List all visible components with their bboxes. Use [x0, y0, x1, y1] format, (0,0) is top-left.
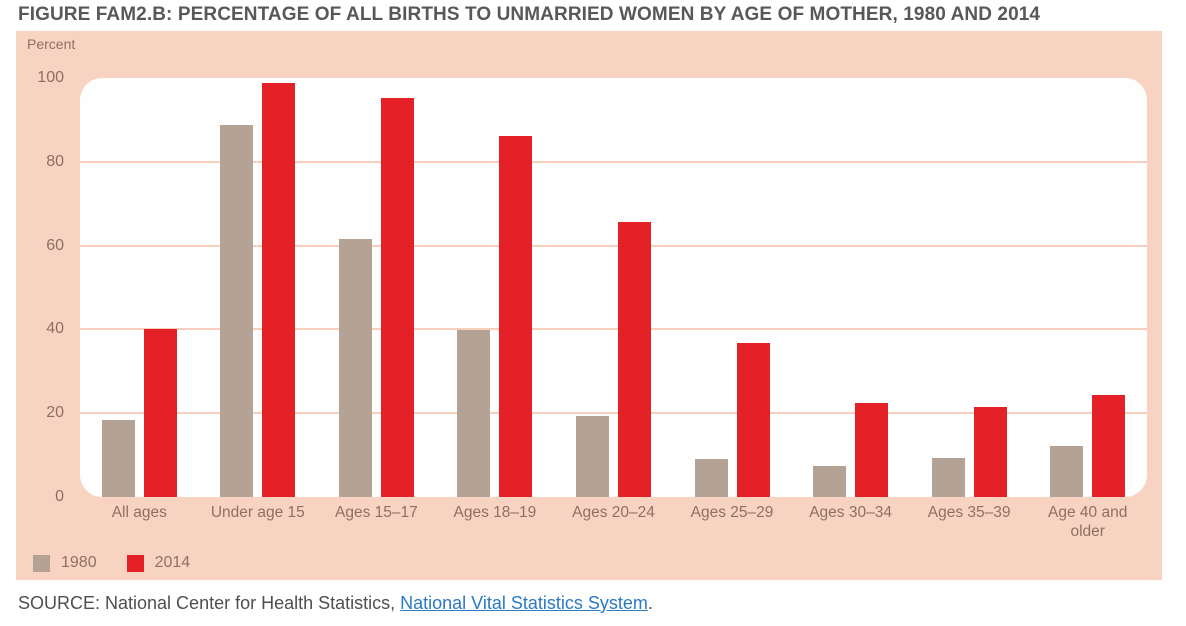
legend-label-1980: 1980 [61, 554, 97, 571]
bar-2014-ages-15-17 [380, 98, 414, 497]
y-tick-label-80: 80 [46, 152, 64, 170]
bar-2014-age-40-and-older [1092, 395, 1126, 497]
source-line: SOURCE: National Center for Health Stati… [18, 593, 653, 614]
y-tick-label-100: 100 [37, 69, 64, 86]
chart-legend: 1980 2014 [33, 553, 208, 573]
bar-2014-ages-30-34 [855, 403, 889, 497]
y-tick-label-40: 40 [46, 320, 64, 338]
y-tick-label-20: 20 [46, 404, 64, 422]
legend-swatch-1980 [33, 554, 50, 572]
bar-1980-under-age-15 [220, 125, 254, 497]
bar-1980-ages-18-19 [457, 330, 491, 497]
bar-1980-ages-15-17 [338, 239, 372, 497]
gridline-60 [80, 244, 1147, 247]
bar-2014-ages-35-39 [973, 407, 1007, 497]
y-tick-label-60: 60 [46, 236, 64, 254]
chart-panel: Percent 100 80 60 40 20 0 All ages Under age 1… [16, 31, 1162, 580]
bar-2014-all-ages [143, 328, 177, 497]
gridline-80 [80, 160, 1147, 163]
bar-1980-all-ages [101, 419, 135, 497]
source-text: SOURCE: National Center for Health Stati… [18, 593, 401, 613]
x-axis-ticks: All ages Under age 15 Ages 15–17 Ages 18–19… [80, 503, 1147, 563]
bar-2014-ages-20-24 [618, 221, 651, 497]
bar-1980-ages-30-34 [813, 466, 847, 497]
x-tick-label-ages-20-24: Ages 20–24 [572, 504, 655, 521]
x-tick-label-under-age-15: Under age 15 [210, 504, 305, 521]
page-title: FIGURE FAM2.B: PERCENTAGE OF ALL BIRTHS … [18, 4, 1041, 25]
bar-2014-ages-18-19 [499, 136, 533, 497]
legend-item-1980: 1980 [33, 554, 97, 572]
x-tick-label-ages-15-17: Ages 15–17 [335, 504, 418, 521]
legend-swatch-2014 [126, 554, 144, 572]
x-tick-label-all-ages: All ages [111, 504, 167, 521]
bar-1980-ages-20-24 [576, 416, 609, 497]
bars-layer [80, 78, 1147, 497]
x-tick-label-ages-25-29: Ages 25–29 [690, 504, 774, 521]
x-tick-label-ages-30-34: Ages 30–34 [809, 504, 892, 521]
y-tick-label-0: 0 [55, 488, 64, 505]
x-tick-label-ages-35-39: Ages 35–39 [927, 504, 1011, 521]
bar-1980-ages-25-29 [694, 459, 728, 497]
plot-area [80, 78, 1147, 497]
bar-2014-under-age-15 [262, 82, 296, 497]
source-link[interactable]: National Vital Statistics System [400, 593, 648, 613]
gridline-20 [80, 412, 1147, 415]
legend-item-2014: 2014 [126, 554, 191, 572]
x-tick-label-age-40-and-older: Age 40 and older [1048, 504, 1128, 540]
legend-label-2014: 2014 [154, 554, 191, 571]
gridline-40 [80, 328, 1147, 331]
y-axis-unit-label: Percent [27, 36, 76, 52]
source-suffix: . [647, 593, 653, 613]
bar-1980-ages-35-39 [931, 457, 965, 497]
bar-1980-age-40-and-older [1050, 446, 1084, 497]
bar-2014-ages-25-29 [736, 342, 770, 497]
x-tick-label-ages-18-19: Ages 18–19 [453, 504, 537, 521]
